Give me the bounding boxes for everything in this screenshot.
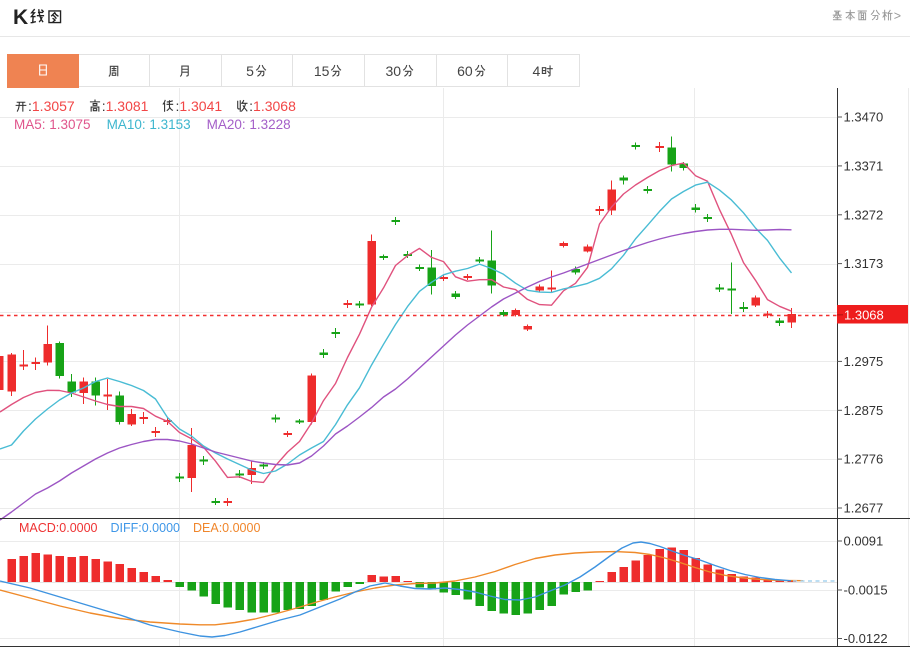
- svg-text:-0.0015: -0.0015: [844, 583, 888, 598]
- svg-text:1.2875: 1.2875: [844, 403, 884, 418]
- svg-text:1.2776: 1.2776: [844, 452, 884, 467]
- svg-text:-0.0122: -0.0122: [844, 631, 888, 646]
- svg-text:1.2975: 1.2975: [844, 354, 884, 369]
- svg-text:1.2677: 1.2677: [844, 501, 884, 516]
- svg-text:1.3173: 1.3173: [844, 256, 884, 271]
- svg-text:1.3272: 1.3272: [844, 207, 884, 222]
- svg-text:0.0091: 0.0091: [844, 534, 884, 549]
- svg-text:1.3470: 1.3470: [844, 110, 884, 125]
- svg-text:1.3068: 1.3068: [844, 307, 884, 322]
- svg-text:1.3371: 1.3371: [844, 158, 884, 173]
